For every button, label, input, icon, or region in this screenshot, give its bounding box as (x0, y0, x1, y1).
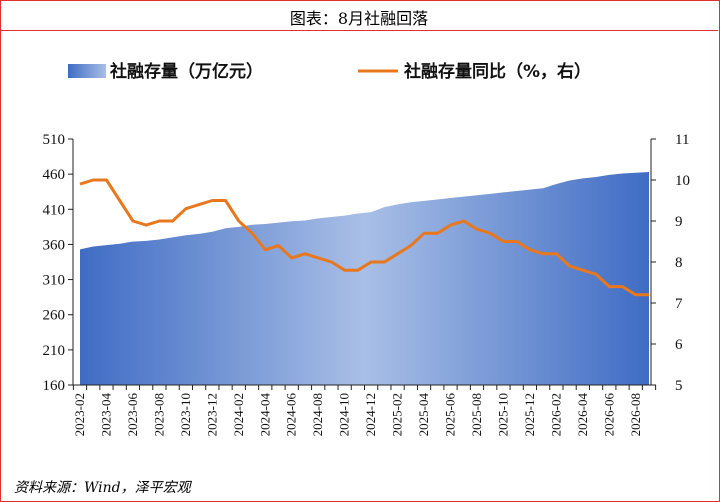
x-tick-label: 2025-06 (443, 393, 458, 437)
right-tick-label: 9 (675, 214, 683, 230)
x-tick-label: 2024-06 (284, 393, 299, 437)
axes: 510 460 410 360 310 260 210 160 11 10 9 8 7 6 5 2023-02… (43, 132, 691, 436)
left-tick-label: 260 (43, 308, 66, 324)
left-tick-label: 460 (43, 167, 66, 183)
source-note: 资料来源：Wind，泽平宏观 (14, 480, 191, 496)
x-tick-label: 2025-02 (390, 393, 405, 436)
title-bar: 图表：8月社融回落 (0, 0, 718, 31)
legend-label-line: 社融存量同比（%，右） (403, 61, 591, 82)
x-tick-label: 2024-12 (363, 393, 378, 436)
left-tick-label: 510 (43, 132, 66, 148)
left-tick-label: 310 (43, 273, 66, 289)
x-tick-label: 2025-10 (495, 393, 510, 436)
right-tick-label: 10 (675, 173, 690, 189)
left-tick-label: 360 (43, 237, 66, 253)
x-tick-label: 2025-04 (416, 393, 431, 437)
left-tick-label: 210 (43, 343, 66, 359)
area-fill (80, 172, 649, 385)
right-tick-label: 8 (675, 255, 683, 271)
x-tick-label: 2023-08 (151, 393, 166, 436)
x-tick-label: 2026-02 (548, 393, 563, 436)
x-tick-label: 2026-06 (601, 393, 616, 437)
x-tick-label: 2026-04 (575, 393, 590, 437)
right-tick-label: 11 (675, 132, 689, 148)
x-tick-label: 2023-04 (98, 393, 113, 437)
left-tick-label: 410 (43, 202, 66, 218)
area-series (80, 172, 649, 385)
x-tick-label: 2024-08 (310, 393, 325, 436)
legend-label-area: 社融存量（万亿元） (109, 61, 263, 82)
line-series (79, 178, 649, 297)
yoy-line (79, 178, 649, 297)
x-tick-label: 2023-12 (204, 393, 219, 436)
x-tick-label: 2023-02 (72, 393, 87, 436)
x-tick-label: 2026-08 (628, 393, 643, 436)
x-tick-label: 2023-06 (125, 393, 140, 437)
x-tick-label: 2023-10 (178, 393, 193, 436)
x-tick-label: 2025-12 (522, 393, 537, 436)
chart-title: 图表：8月社融回落 (289, 9, 429, 28)
x-tick-label: 2024-02 (231, 393, 246, 436)
right-tick-label: 7 (675, 296, 683, 312)
x-tick-label: 2024-04 (257, 393, 272, 437)
x-tick-label: 2024-10 (337, 393, 352, 436)
legend-swatch-area (68, 64, 106, 78)
left-tick-label: 160 (43, 378, 66, 394)
right-tick-label: 5 (675, 378, 683, 394)
right-tick-label: 6 (675, 337, 683, 353)
x-tick-label: 2025-08 (469, 393, 484, 436)
